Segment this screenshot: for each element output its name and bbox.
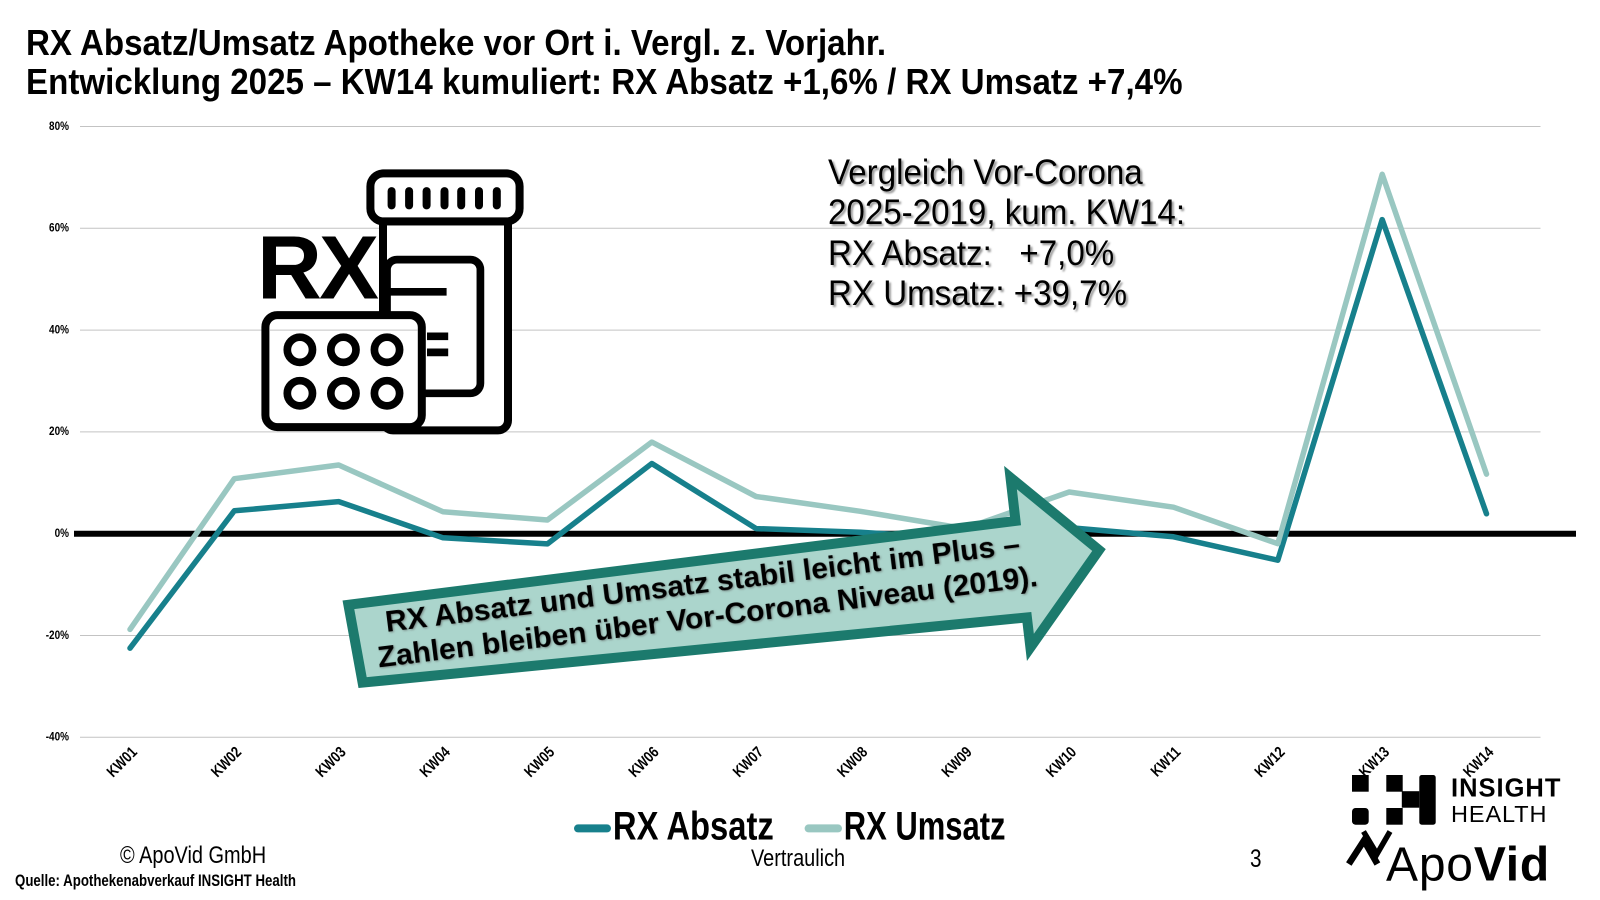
svg-text:RX Umsatz: RX Umsatz	[844, 804, 1006, 849]
svg-text:RX: RX	[257, 219, 379, 319]
svg-text:INSIGHT: INSIGHT	[1451, 774, 1561, 802]
svg-text:KW03: KW03	[312, 744, 349, 781]
svg-text:KW05: KW05	[521, 744, 558, 781]
svg-text:RX Absatz: RX Absatz	[613, 803, 774, 848]
svg-text:0%: 0%	[55, 527, 69, 540]
svg-text:20%: 20%	[49, 425, 69, 438]
svg-text:-20%: -20%	[46, 629, 69, 642]
svg-text:KW12: KW12	[1252, 744, 1289, 781]
svg-text:KW02: KW02	[208, 744, 245, 781]
svg-text:60%: 60%	[49, 222, 69, 235]
svg-text:ApoVid: ApoVid	[1386, 839, 1550, 892]
svg-text:KW09: KW09	[939, 744, 976, 781]
svg-text:KW04: KW04	[417, 744, 454, 781]
svg-text:-40%: -40%	[46, 731, 69, 744]
svg-text:KW08: KW08	[834, 744, 871, 781]
svg-text:HEALTH: HEALTH	[1451, 801, 1547, 827]
svg-text:KW06: KW06	[626, 744, 663, 781]
svg-text:KW07: KW07	[730, 744, 767, 781]
svg-text:80%: 80%	[49, 120, 69, 133]
svg-text:KW11: KW11	[1148, 744, 1185, 781]
svg-text:KW01: KW01	[104, 744, 141, 781]
svg-text:40%: 40%	[49, 324, 69, 337]
svg-text:KW10: KW10	[1043, 744, 1080, 781]
